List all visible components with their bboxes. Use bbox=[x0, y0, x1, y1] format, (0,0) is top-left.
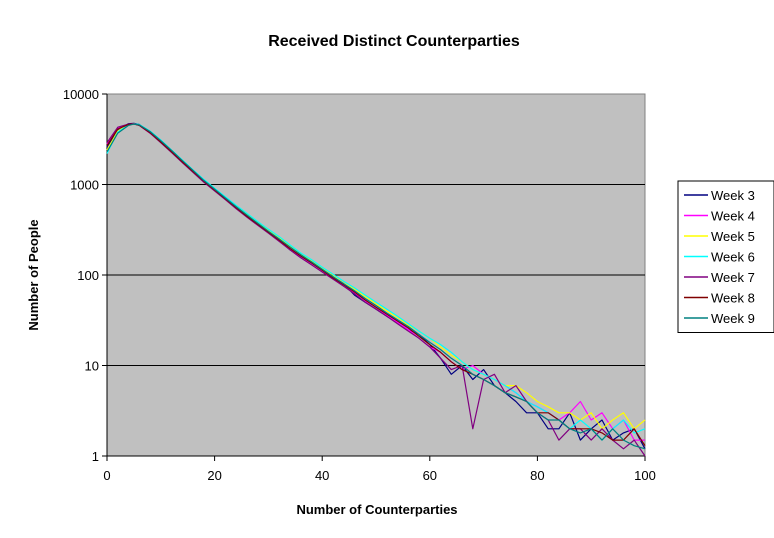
x-tick-label-0: 0 bbox=[103, 468, 110, 483]
legend: Week 3 Week 4 Week 5 Week 6 Week 7 Week 8 Week… bbox=[677, 180, 774, 333]
x-tick-label-20: 20 bbox=[207, 468, 221, 483]
series-line-week-9 bbox=[106, 123, 646, 450]
grid-lines bbox=[107, 184, 645, 366]
chart-title: Received Distinct Counterparties bbox=[268, 33, 520, 50]
y-tick-label-10000: 10000 bbox=[63, 87, 99, 102]
legend-label-week-5: Week 5 bbox=[711, 229, 755, 244]
y-tick-label-10: 10 bbox=[85, 359, 99, 374]
legend-label-week-7: Week 7 bbox=[711, 270, 755, 285]
y-tick-label-100: 100 bbox=[77, 268, 99, 283]
legend-label-week-8: Week 8 bbox=[711, 291, 755, 306]
x-tick-label-40: 40 bbox=[315, 468, 329, 483]
x-tick-label-80: 80 bbox=[530, 468, 544, 483]
x-tick-label-60: 60 bbox=[423, 468, 437, 483]
y-axis-label: Number of People bbox=[26, 219, 41, 330]
legend-label-week-3: Week 3 bbox=[711, 188, 755, 203]
series-line-week-8 bbox=[106, 123, 646, 447]
y-tick-label-1000: 1000 bbox=[70, 178, 99, 193]
series-group bbox=[106, 122, 646, 457]
x-tick-label-100: 100 bbox=[634, 468, 656, 483]
y-tick-label-1: 1 bbox=[92, 449, 99, 464]
x-axis-label: Number of Counterparties bbox=[296, 502, 457, 517]
legend-label-week-9: Week 9 bbox=[711, 311, 755, 326]
axes: 1 10 100 1000 10000 0 20 40 60 80 100 bbox=[63, 87, 656, 483]
legend-label-week-4: Week 4 bbox=[711, 209, 755, 224]
legend-label-week-6: Week 6 bbox=[711, 250, 755, 265]
